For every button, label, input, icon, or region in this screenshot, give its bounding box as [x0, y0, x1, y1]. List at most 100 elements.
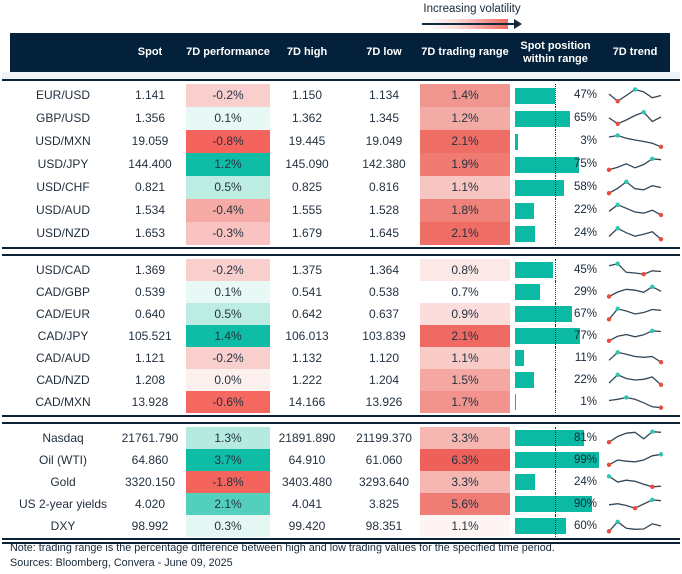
high-value: 1.679 — [291, 226, 323, 240]
low-value: 3293.640 — [358, 475, 410, 489]
min-dot — [615, 121, 620, 126]
performance-cell: 1.3% — [186, 427, 270, 449]
position-percent-label: 65% — [573, 112, 597, 124]
high-value: 21891.890 — [278, 431, 336, 445]
trend-sparkline — [600, 515, 670, 537]
min-dot — [658, 405, 664, 410]
max-dot — [624, 395, 629, 400]
sparkline-chart-icon — [608, 350, 664, 365]
spot-position-cell: 90% — [513, 493, 598, 515]
spot-position-cell: 99% — [513, 449, 600, 471]
table-row: CAD/GBP 0.539 0.1% 0.541 0.538 0.7% 29% — [10, 281, 670, 303]
low-value: 0.816 — [368, 180, 400, 194]
trend-sparkline — [600, 493, 670, 515]
position-bar — [515, 394, 516, 410]
position-bar — [515, 284, 540, 300]
performance-cell: -0.3% — [186, 222, 270, 245]
table-row: CAD/EUR 0.640 0.5% 0.642 0.637 0.9% 67% — [10, 303, 670, 325]
trading-range-cell: 2.1% — [420, 325, 510, 347]
performance-cell: -0.4% — [186, 199, 270, 222]
spot-value: 0.821 — [134, 180, 166, 194]
position-bar — [515, 156, 579, 173]
sparkline-chart-icon — [606, 474, 662, 489]
position-bar — [515, 225, 536, 242]
position-bar — [515, 328, 581, 344]
sparkline-chart-icon — [608, 372, 664, 387]
trend-sparkline — [600, 281, 670, 303]
position-bar — [515, 452, 600, 468]
sparkline-chart-icon — [608, 133, 664, 149]
trend-sparkline — [600, 471, 670, 493]
sparkline-chart-icon — [608, 261, 662, 277]
high-value: 1.150 — [291, 88, 323, 102]
sparkline-chart-icon — [608, 395, 664, 410]
position-bar — [515, 110, 571, 127]
sparkline-chart-icon — [606, 452, 664, 467]
high-value: 0.541 — [291, 285, 323, 299]
spot-position-cell: 24% — [513, 471, 598, 493]
high-value: 1.555 — [291, 203, 323, 217]
volatility-gradient-arrow-icon — [422, 18, 522, 29]
high-value: 1.132 — [291, 351, 323, 365]
spot-value: 144.400 — [128, 157, 172, 171]
spot-position-cell: 58% — [513, 176, 598, 199]
high-value: 64.910 — [288, 453, 326, 467]
asset-label: USD/AUD — [35, 203, 90, 217]
asset-label: USD/MXN — [35, 134, 91, 148]
min-dot — [606, 440, 612, 445]
spot-value: 1.208 — [134, 373, 166, 387]
fifty-percent-dotted-line — [555, 222, 556, 245]
fifty-percent-dotted-line — [555, 130, 556, 153]
trading-range-cell: 6.3% — [420, 449, 510, 471]
spot-position-cell: 22% — [513, 199, 598, 222]
header-7d-trend: 7D trend — [612, 46, 658, 59]
header-7d-low: 7D low — [366, 46, 402, 59]
asset-label: USD/NZD — [36, 226, 90, 240]
position-percent-label: 11% — [574, 352, 597, 364]
spot-value: 19.059 — [131, 134, 169, 148]
min-dot — [606, 338, 612, 343]
trading-range-cell: 3.3% — [420, 427, 510, 449]
min-dot — [615, 99, 620, 104]
position-bar — [515, 202, 534, 219]
table-group-0: EUR/USD 1.141 -0.2% 1.150 1.134 1.4% 47% GBP/US… — [10, 84, 670, 245]
asset-label: USD/CHF — [36, 180, 90, 194]
position-bar — [515, 306, 572, 322]
position-percent-label: 24% — [573, 227, 597, 239]
table-row: Nasdaq 21761.790 1.3% 21891.890 21199.370 3.3… — [10, 427, 670, 449]
fifty-percent-dotted-line — [555, 427, 556, 449]
trend-sparkline — [600, 153, 670, 176]
trading-range-cell: 1.1% — [420, 176, 510, 199]
fifty-percent-dotted-line — [555, 515, 556, 537]
trading-range-cell: 1.7% — [420, 391, 510, 413]
spot-position-cell: 1% — [513, 391, 598, 413]
table-row: Oil (WTI) 64.860 3.7% 64.910 61.060 6.3% 99% — [10, 449, 670, 471]
trading-range-cell: 1.2% — [420, 107, 510, 130]
asset-label: USD/JPY — [37, 157, 89, 171]
position-percent-label: 1% — [580, 396, 597, 408]
position-percent-label: 77% — [573, 330, 597, 342]
trend-sparkline — [600, 391, 670, 413]
trend-sparkline — [600, 427, 670, 449]
position-percent-label: 47% — [573, 89, 597, 101]
max-dot — [615, 133, 620, 138]
min-dot — [606, 191, 612, 196]
header-underline-band — [2, 72, 680, 79]
table-row: USD/NZD 1.653 -0.3% 1.679 1.645 2.1% 24% — [10, 222, 670, 245]
min-dot — [606, 529, 612, 534]
spot-position-cell: 24% — [513, 222, 598, 245]
table-row: US 2-year yields 4.020 2.1% 4.041 3.825 5.6% 9… — [10, 493, 670, 515]
asset-label: CAD/EUR — [35, 307, 90, 321]
asset-label: EUR/USD — [35, 88, 90, 102]
spot-value: 0.539 — [134, 285, 166, 299]
spot-value: 1.141 — [134, 88, 166, 102]
table-row: USD/MXN 19.059 -0.8% 19.445 19.049 2.1% 3% — [10, 130, 670, 153]
asset-label: USD/CAD — [35, 263, 90, 277]
position-bar — [515, 262, 554, 278]
table-row: USD/AUD 1.534 -0.4% 1.555 1.528 1.8% 22% — [10, 199, 670, 222]
spot-position-cell: 81% — [513, 427, 598, 449]
high-value: 0.825 — [291, 180, 323, 194]
sparkline-chart-icon — [608, 226, 664, 242]
max-dot — [632, 87, 638, 92]
position-percent-label: 24% — [573, 476, 597, 488]
